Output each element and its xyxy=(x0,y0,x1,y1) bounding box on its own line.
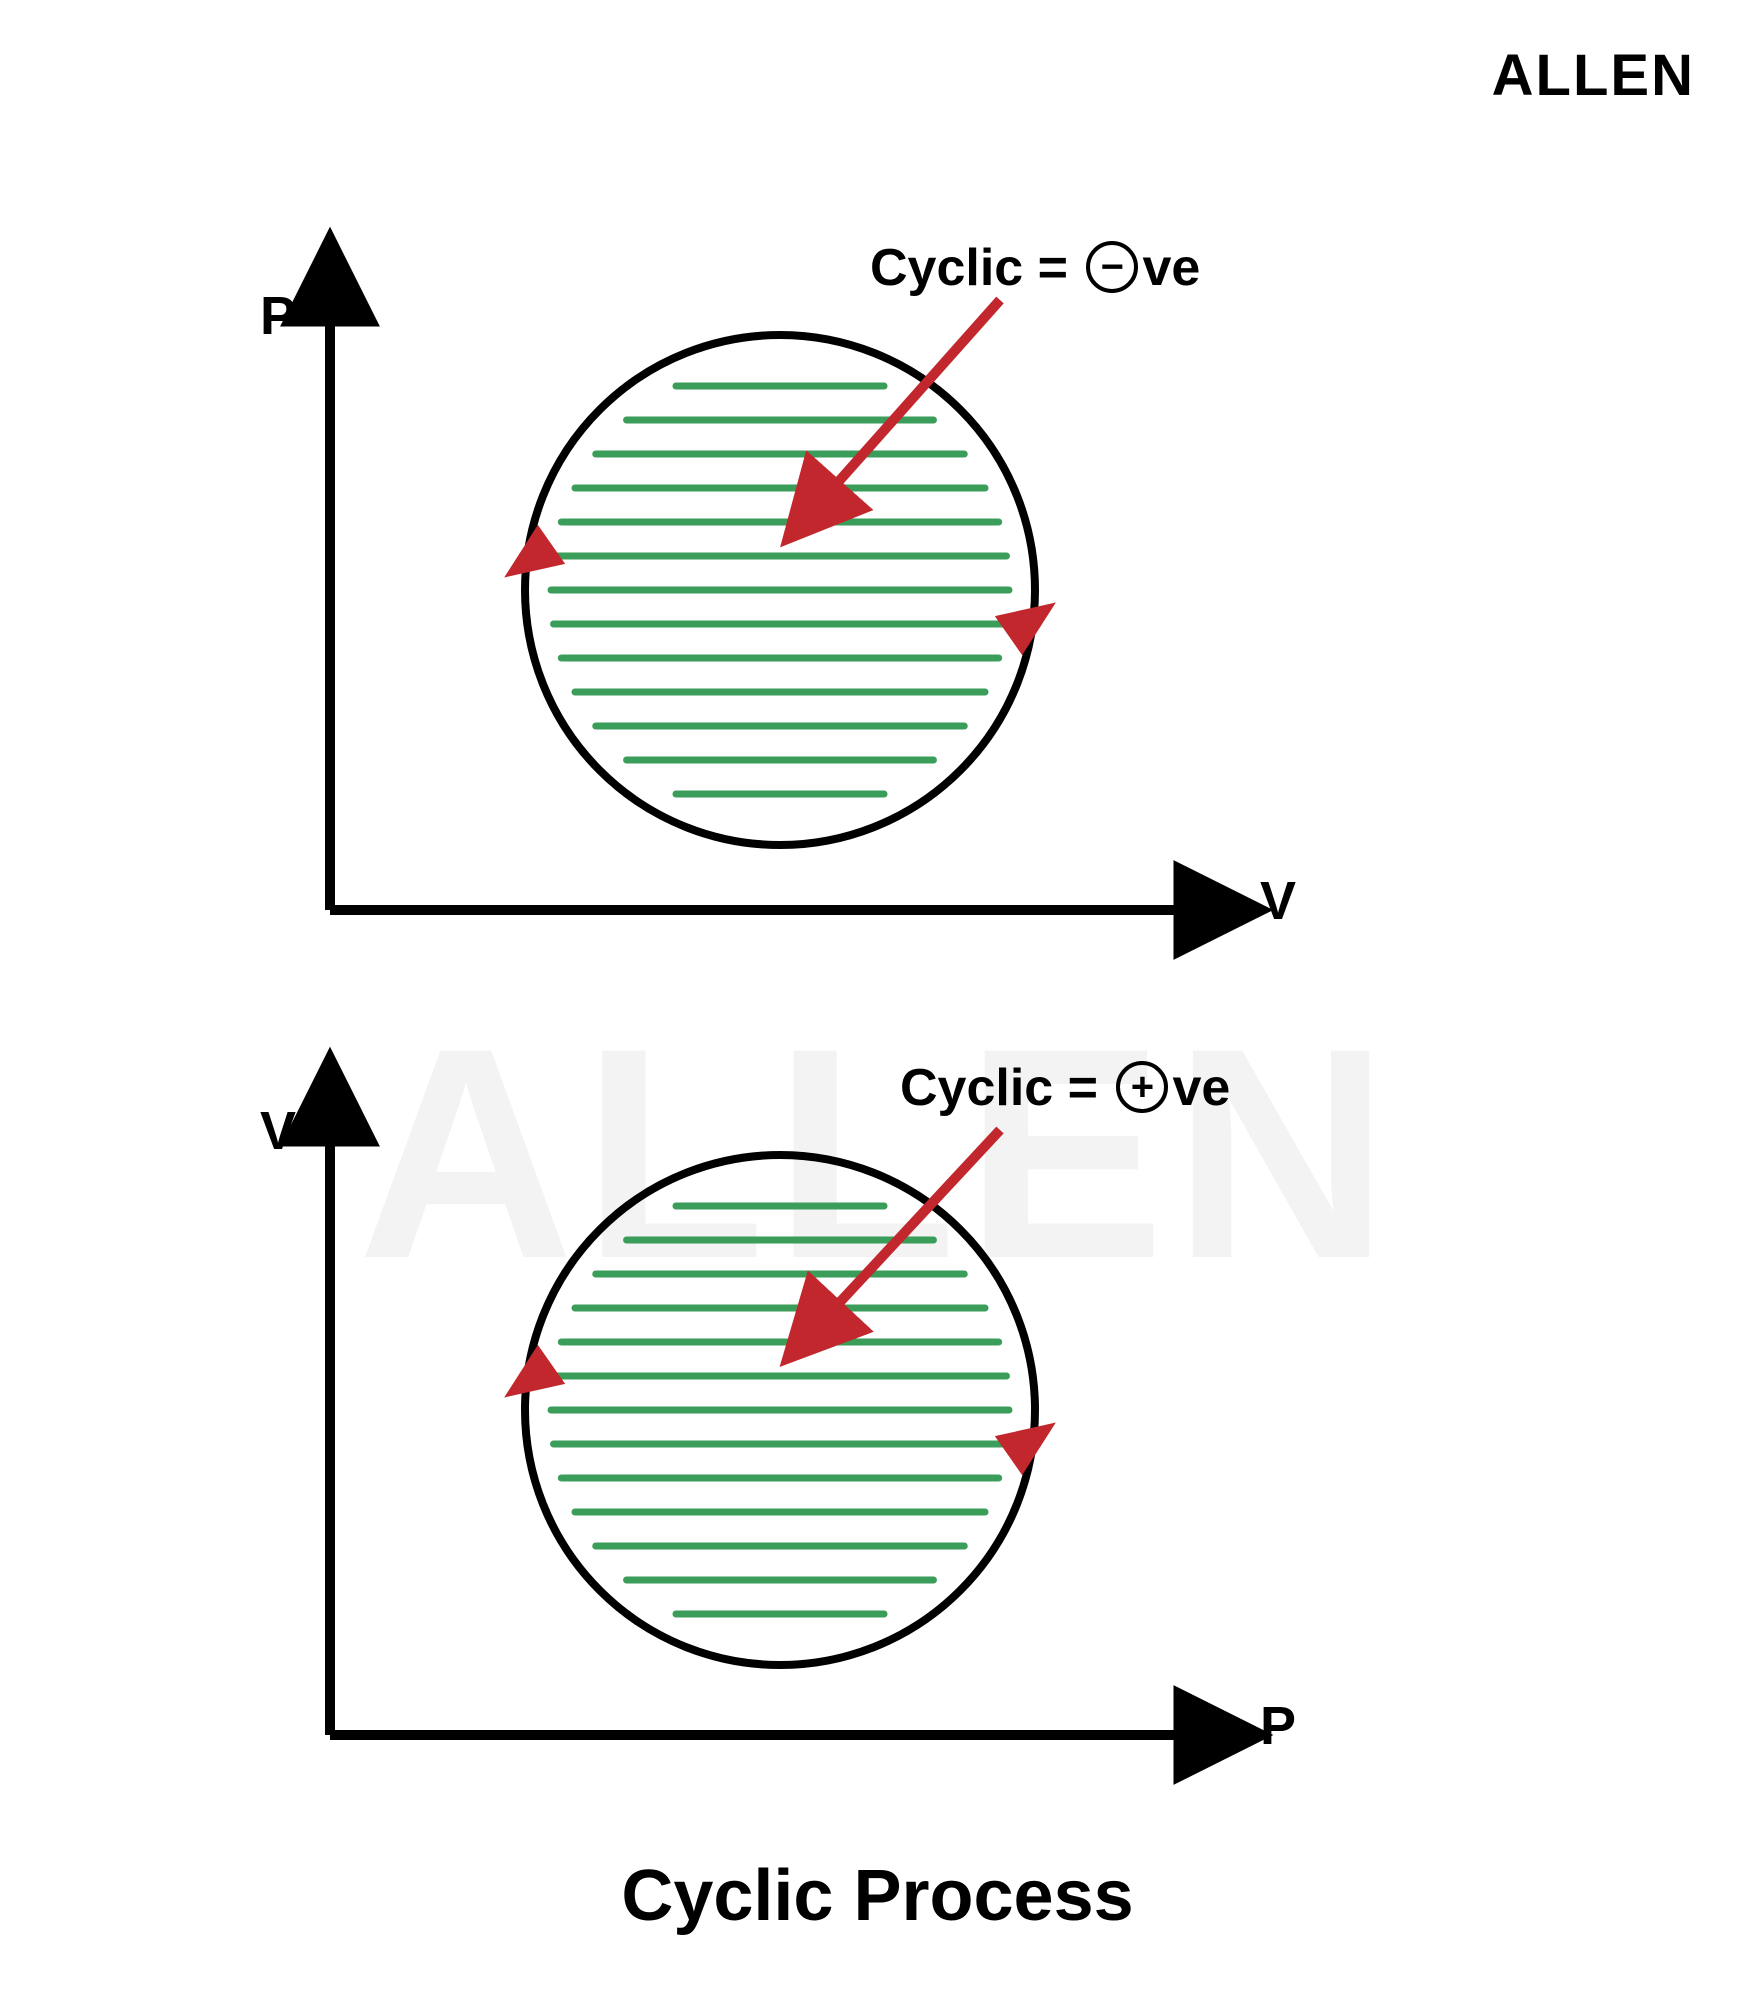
annotation-cyclic-positive: Cyclic = +ve xyxy=(900,1058,1230,1118)
diagram1-x-axis-label: V xyxy=(1260,870,1296,932)
diagram-2-group xyxy=(330,1080,1240,1735)
diagram1-y-axis-label: P xyxy=(260,285,296,347)
annot1-suffix: ve xyxy=(1142,239,1200,297)
minus-sign-icon: − xyxy=(1086,241,1138,293)
diagram2-x-axis-label: P xyxy=(1260,1695,1296,1757)
figure-caption: Cyclic Process xyxy=(0,1855,1755,1937)
annotation-cyclic-negative: Cyclic = −ve xyxy=(870,238,1200,298)
annot2-prefix: Cyclic = xyxy=(900,1059,1098,1117)
page: ALLEN ALLEN Cyclic = −ve Cyclic = +ve P … xyxy=(0,0,1755,1999)
plus-sign-icon: + xyxy=(1116,1061,1168,1113)
annot1-prefix: Cyclic = xyxy=(870,239,1068,297)
diagram2-y-axis-label: V xyxy=(260,1100,296,1162)
annot2-suffix: ve xyxy=(1172,1059,1230,1117)
diagram-1-group xyxy=(330,260,1240,910)
